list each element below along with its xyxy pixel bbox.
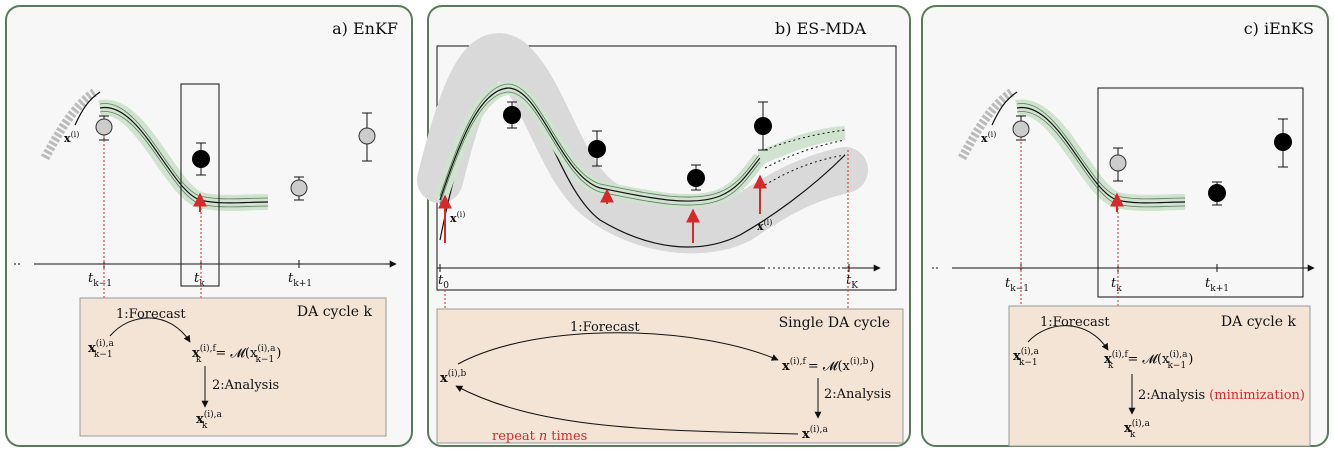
panel-esmda-title: b) ES-MDA <box>775 19 866 38</box>
analysis-window <box>180 83 220 287</box>
ensemble-label: x(i) <box>64 130 79 145</box>
forecast-equation: x(i),f = 𝓜(x(i),b) <box>782 356 874 374</box>
ensemble-label: x(i) <box>981 130 996 145</box>
forecast-equation: x(i),f k = 𝓜(x(i),a k−1) <box>192 343 281 365</box>
assimilation-window <box>1097 87 1304 298</box>
forecast-label: 1:Forecast <box>116 307 186 322</box>
panel-enkf: a) EnKF x(i) tk−1 tk tk+1 DA cycle <box>5 5 413 447</box>
observation-gray <box>1109 147 1127 182</box>
posterior-extension <box>764 139 846 169</box>
repeat-arrow <box>455 385 799 435</box>
analysis-label: 2:Analysis <box>212 378 279 393</box>
da-cycle-box <box>436 308 904 444</box>
panel-ienks: c) iEnKS x(i) tk−1 tk tk+1 DA cycle k 1:… <box>921 5 1329 447</box>
da-cycle-title: DA cycle k <box>297 304 373 320</box>
da-cycle-box <box>1008 305 1311 447</box>
da-cycle-title: DA cycle k <box>1221 314 1297 330</box>
prior-ensemble-band <box>417 33 868 254</box>
prior-trajectory <box>74 91 101 126</box>
ensemble-label: x(i) <box>757 218 772 233</box>
prior-trajectory-band <box>41 88 98 161</box>
observation-gray <box>290 176 308 201</box>
observation-black <box>588 130 606 167</box>
prior-state: x(i),b <box>440 368 467 386</box>
observation-black <box>503 101 521 129</box>
forecast-arrow <box>1027 325 1109 351</box>
analysis-label: 2:Analysis <box>824 387 891 402</box>
observation-black <box>1208 181 1226 206</box>
repeat-label: repeat n times <box>492 429 587 444</box>
ensemble-member <box>1016 103 1186 200</box>
tick-label: tk <box>1111 276 1122 294</box>
forecast-label: 1:Forecast <box>570 320 640 335</box>
analysis-label: 2:Analysis (minimization) <box>1138 388 1305 403</box>
tick-label: t0 <box>438 273 449 291</box>
prior-trajectory-band <box>958 88 1015 161</box>
tick-label: tk <box>194 271 205 289</box>
tick-label: tK <box>846 273 858 291</box>
panel-enkf-title: a) EnKF <box>332 19 398 38</box>
observation-gray <box>358 112 376 162</box>
posterior-extension-band <box>757 126 846 165</box>
posterior-mean <box>439 87 761 202</box>
tick-label: tk+1 <box>1205 276 1229 294</box>
tick-label: tk−1 <box>88 271 112 289</box>
forecast-arrow <box>457 332 779 365</box>
tick-label: tk−1 <box>1005 276 1029 294</box>
prior-trajectory <box>991 91 1018 126</box>
posterior-extension <box>764 129 846 151</box>
observation-black <box>687 164 705 191</box>
posterior-member <box>439 83 761 198</box>
observation-black <box>1274 118 1292 168</box>
analysis-state: x(i),a <box>802 424 829 442</box>
panel-ienks-title: c) iEnKS <box>1244 19 1314 38</box>
ensemble-label: x(i) <box>450 210 465 225</box>
observation-black <box>192 142 210 176</box>
observation-black <box>754 101 772 151</box>
forecast-arrow <box>109 317 191 343</box>
analysis-state: x(i),a k <box>1124 418 1151 440</box>
tick-label: tk+1 <box>288 271 312 289</box>
panel-esmda: b) ES-MDA x(i) x(i) t0 tK <box>417 5 911 447</box>
posterior-member <box>439 91 761 206</box>
prev-analysis-state: x(i),a k−1 <box>1013 346 1040 368</box>
ensemble-member <box>99 103 269 200</box>
prev-analysis-state: x(i),a k−1 <box>88 338 115 360</box>
analysis-state: x(i),a k <box>196 409 223 431</box>
forecast-equation: x(i),f k = 𝓜(x(i),a k−1) <box>1104 349 1193 371</box>
da-cycle-title: Single DA cycle <box>779 315 890 331</box>
